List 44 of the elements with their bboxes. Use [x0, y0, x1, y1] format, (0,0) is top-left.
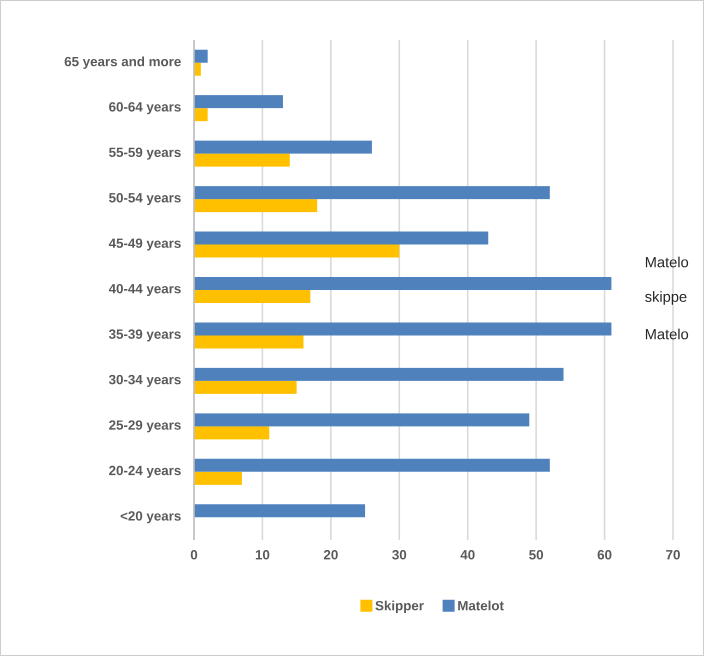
bar	[194, 413, 530, 426]
y-tick-label: <20 years	[120, 511, 181, 524]
bar	[194, 154, 290, 167]
bar	[194, 244, 400, 258]
y-tick-label: 20-24 years	[109, 466, 181, 478]
bar	[194, 472, 242, 485]
bar	[194, 380, 297, 394]
bar	[194, 95, 283, 108]
y-tick-label: 60-64 years	[109, 102, 181, 114]
y-tick-label: 35-39 years	[108, 329, 181, 342]
annotation: Matelo	[646, 256, 688, 268]
annotation: skippe	[645, 291, 686, 305]
legend-label: Matelot	[458, 600, 504, 610]
bar	[194, 199, 318, 212]
bar	[194, 458, 550, 472]
y-tick-label: 45-49 years	[108, 238, 181, 251]
x-tick-label: 70	[666, 550, 680, 560]
legend-label: Skipper	[375, 600, 424, 614]
annotation: Matelo	[646, 328, 688, 340]
bar	[194, 50, 208, 63]
bar	[194, 426, 270, 440]
bar	[194, 322, 612, 336]
bar	[194, 504, 366, 518]
bar	[194, 290, 310, 303]
bar	[194, 108, 208, 122]
y-tick-label: 25-29 years	[109, 420, 181, 432]
x-tick-label: 50	[529, 550, 544, 560]
bar	[194, 335, 304, 348]
bar	[194, 140, 372, 154]
bar	[194, 276, 612, 290]
y-tick-label: 40-44 years	[108, 284, 181, 296]
y-tick-label: 30-34 years	[108, 374, 181, 387]
bar	[194, 232, 488, 245]
x-tick-label: 60	[598, 550, 612, 560]
bar	[194, 186, 550, 200]
bar	[194, 368, 564, 381]
x-tick-label: 10	[256, 550, 270, 560]
y-tick-label: 55-59 years	[109, 148, 181, 160]
y-tick-label: 65 years and more	[64, 56, 181, 69]
x-tick-label: 0	[190, 550, 198, 560]
x-tick-label: 20	[324, 550, 338, 560]
y-tick-label: 50-54 years	[109, 193, 181, 206]
x-tick-label: 40	[460, 550, 475, 560]
x-tick-label: 30	[392, 550, 406, 560]
